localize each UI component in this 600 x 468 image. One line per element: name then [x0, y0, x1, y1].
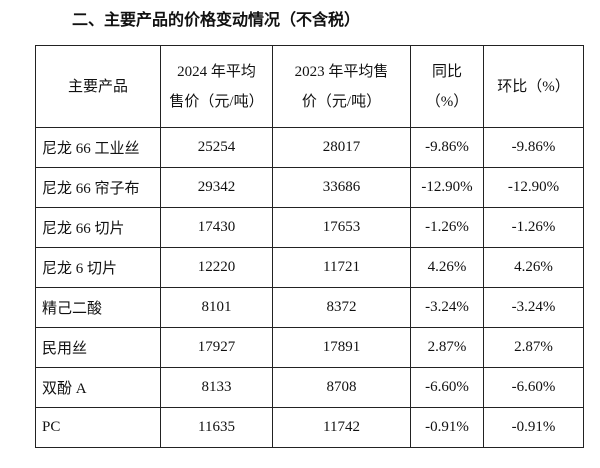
table-body: 主要产品 2024 年平均 售价（元/吨） 2023 年平均售 价（元/吨） 同比 （%）环… [35, 45, 584, 448]
value-cell: 2.87% [483, 327, 584, 368]
product-cell: 尼龙 66 切片 [35, 207, 161, 248]
value-cell: 8101 [160, 287, 273, 328]
data-row: 尼龙 66 工业丝 25254 28017 -9.86% -9.86% [35, 127, 584, 168]
value-cell: 17653 [272, 207, 411, 248]
product-cell: PC [35, 407, 161, 448]
value-cell: 25254 [160, 127, 273, 168]
data-row: 精己二酸 8101 8372 -3.24% -3.24% [35, 287, 584, 328]
header-line: 同比 [431, 63, 462, 80]
product-cell: 尼龙 6 切片 [35, 247, 161, 288]
value-cell: -12.90% [483, 167, 584, 208]
header-cell: 同比 （%） [410, 45, 484, 128]
value-cell: 11635 [160, 407, 273, 448]
header-line: 2024 年平均 [177, 63, 256, 80]
header-line: 售价（元/吨） [169, 93, 264, 110]
value-cell: 4.26% [483, 247, 584, 288]
value-cell: -3.24% [410, 287, 484, 328]
value-cell: -6.60% [483, 367, 584, 408]
value-cell: 29342 [160, 167, 273, 208]
header-line: 价（元/吨） [301, 93, 382, 110]
header-cell: 2024 年平均 售价（元/吨） [160, 45, 273, 128]
product-cell: 民用丝 [35, 327, 161, 368]
value-cell: -9.86% [410, 127, 484, 168]
header-line: 主要产品 [67, 78, 128, 95]
product-cell: 双酚 A [35, 367, 161, 408]
value-cell: 12220 [160, 247, 273, 288]
value-cell: -9.86% [483, 127, 584, 168]
header-line: 环比（%） [497, 78, 570, 95]
price-table: 主要产品 2024 年平均 售价（元/吨） 2023 年平均售 价（元/吨） 同比 （%）环… [35, 45, 584, 448]
header-line: （%） [425, 93, 469, 110]
data-row: 尼龙 66 帘子布 29342 33686 -12.90% -12.90% [35, 167, 584, 208]
header-cell: 主要产品 [35, 45, 161, 128]
value-cell: -1.26% [483, 207, 584, 248]
value-cell: 17891 [272, 327, 411, 368]
value-cell: 8133 [160, 367, 273, 408]
value-cell: -0.91% [483, 407, 584, 448]
data-row: 民用丝 17927 17891 2.87% 2.87% [35, 327, 584, 368]
value-cell: 4.26% [410, 247, 484, 288]
value-cell: 28017 [272, 127, 411, 168]
value-cell: -0.91% [410, 407, 484, 448]
data-row: 尼龙 6 切片 12220 11721 4.26% 4.26% [35, 247, 584, 288]
value-cell: -1.26% [410, 207, 484, 248]
data-row: PC 11635 11742 -0.91% -0.91% [35, 407, 584, 448]
value-cell: -3.24% [483, 287, 584, 328]
data-row: 尼龙 66 切片 17430 17653 -1.26% -1.26% [35, 207, 584, 248]
product-cell: 尼龙 66 工业丝 [35, 127, 161, 168]
value-cell: 17430 [160, 207, 273, 248]
header-cell: 2023 年平均售 价（元/吨） [272, 45, 411, 128]
value-cell: 17927 [160, 327, 273, 368]
header-cell: 环比（%） [483, 45, 584, 128]
header-line: 2023 年平均售 [294, 63, 389, 80]
value-cell: 8708 [272, 367, 411, 408]
header-row: 主要产品 2024 年平均 售价（元/吨） 2023 年平均售 价（元/吨） 同比 （%）环… [35, 45, 584, 128]
value-cell: 11742 [272, 407, 411, 448]
product-cell: 尼龙 66 帘子布 [35, 167, 161, 208]
value-cell: 2.87% [410, 327, 484, 368]
value-cell: -6.60% [410, 367, 484, 408]
data-row: 双酚 A 8133 8708 -6.60% -6.60% [35, 367, 584, 408]
value-cell: -12.90% [410, 167, 484, 208]
value-cell: 8372 [272, 287, 411, 328]
value-cell: 11721 [272, 247, 411, 288]
product-cell: 精己二酸 [35, 287, 161, 328]
section-title: 二、主要产品的价格变动情况（不含税） [72, 10, 361, 29]
value-cell: 33686 [272, 167, 411, 208]
